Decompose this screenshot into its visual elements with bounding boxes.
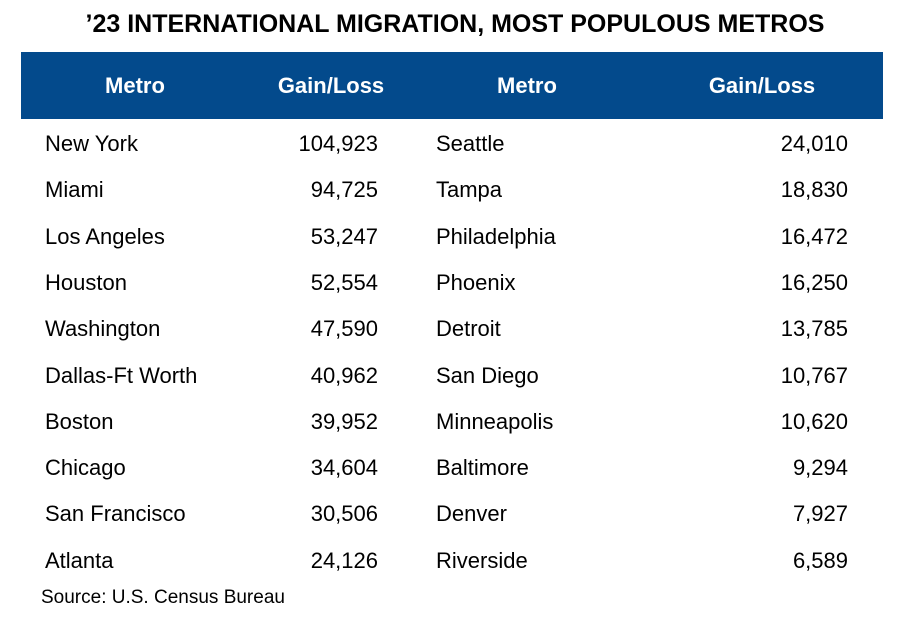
value-cell: 47,590 [310,316,378,342]
metro-cell: Philadelphia [436,223,556,249]
value-cell: 16,472 [780,223,848,249]
value-cell: 24,010 [780,131,848,156]
value-cell: 9,294 [792,455,848,481]
metro-cell: Riverside [436,547,528,573]
value-cell: 40,962 [310,362,378,388]
metro-cell: Tampa [436,177,503,203]
value-cell: 52,554 [310,269,378,295]
value-cell: 16,250 [780,269,848,295]
value-cell: 94,725 [310,177,378,203]
metro-cell: Minneapolis [436,408,554,434]
metro-cell: Dallas-Ft Worth [45,362,198,388]
value-cell: 39,952 [310,408,378,434]
metro-cell: Atlanta [45,547,114,573]
metro-cell: Chicago [45,455,126,481]
value-cell: 53,247 [310,223,378,249]
value-cell: 104,923 [298,131,378,156]
value-cell: 10,620 [780,408,848,434]
metro-cell: San Diego [436,362,539,388]
metro-cell: San Francisco [45,501,186,527]
metro-cell: Los Angeles [45,223,165,249]
title: ’23 INTERNATIONAL MIGRATION, MOST POPULO… [85,10,825,38]
value-cell: 34,604 [310,455,378,481]
value-cell: 10,767 [780,362,848,388]
value-cell: 24,126 [310,547,378,573]
value-cell: 13,785 [780,316,848,342]
metro-cell: Miami [45,177,104,203]
header-cell: Metro [497,73,557,98]
metro-cell: Houston [45,269,127,295]
metro-cell: New York [45,131,138,156]
value-cell: 18,830 [780,177,848,203]
metro-cell: Detroit [436,316,501,342]
metro-cell: Seattle [436,131,505,156]
header-band [21,52,883,119]
value-cell: 7,927 [792,501,848,527]
metro-cell: Boston [45,408,114,434]
metro-cell: Phoenix [436,269,516,295]
source: Source: U.S. Census Bureau [41,587,285,608]
header-cell: Metro [105,73,165,98]
value-cell: 6,589 [792,547,848,573]
value-cell: 30,506 [310,501,378,527]
header-cell: Gain/Loss [708,73,816,98]
header-cell: Gain/Loss [277,73,385,98]
metro-cell: Baltimore [436,455,529,481]
metro-cell: Washington [45,316,161,342]
metro-cell: Denver [436,501,507,527]
